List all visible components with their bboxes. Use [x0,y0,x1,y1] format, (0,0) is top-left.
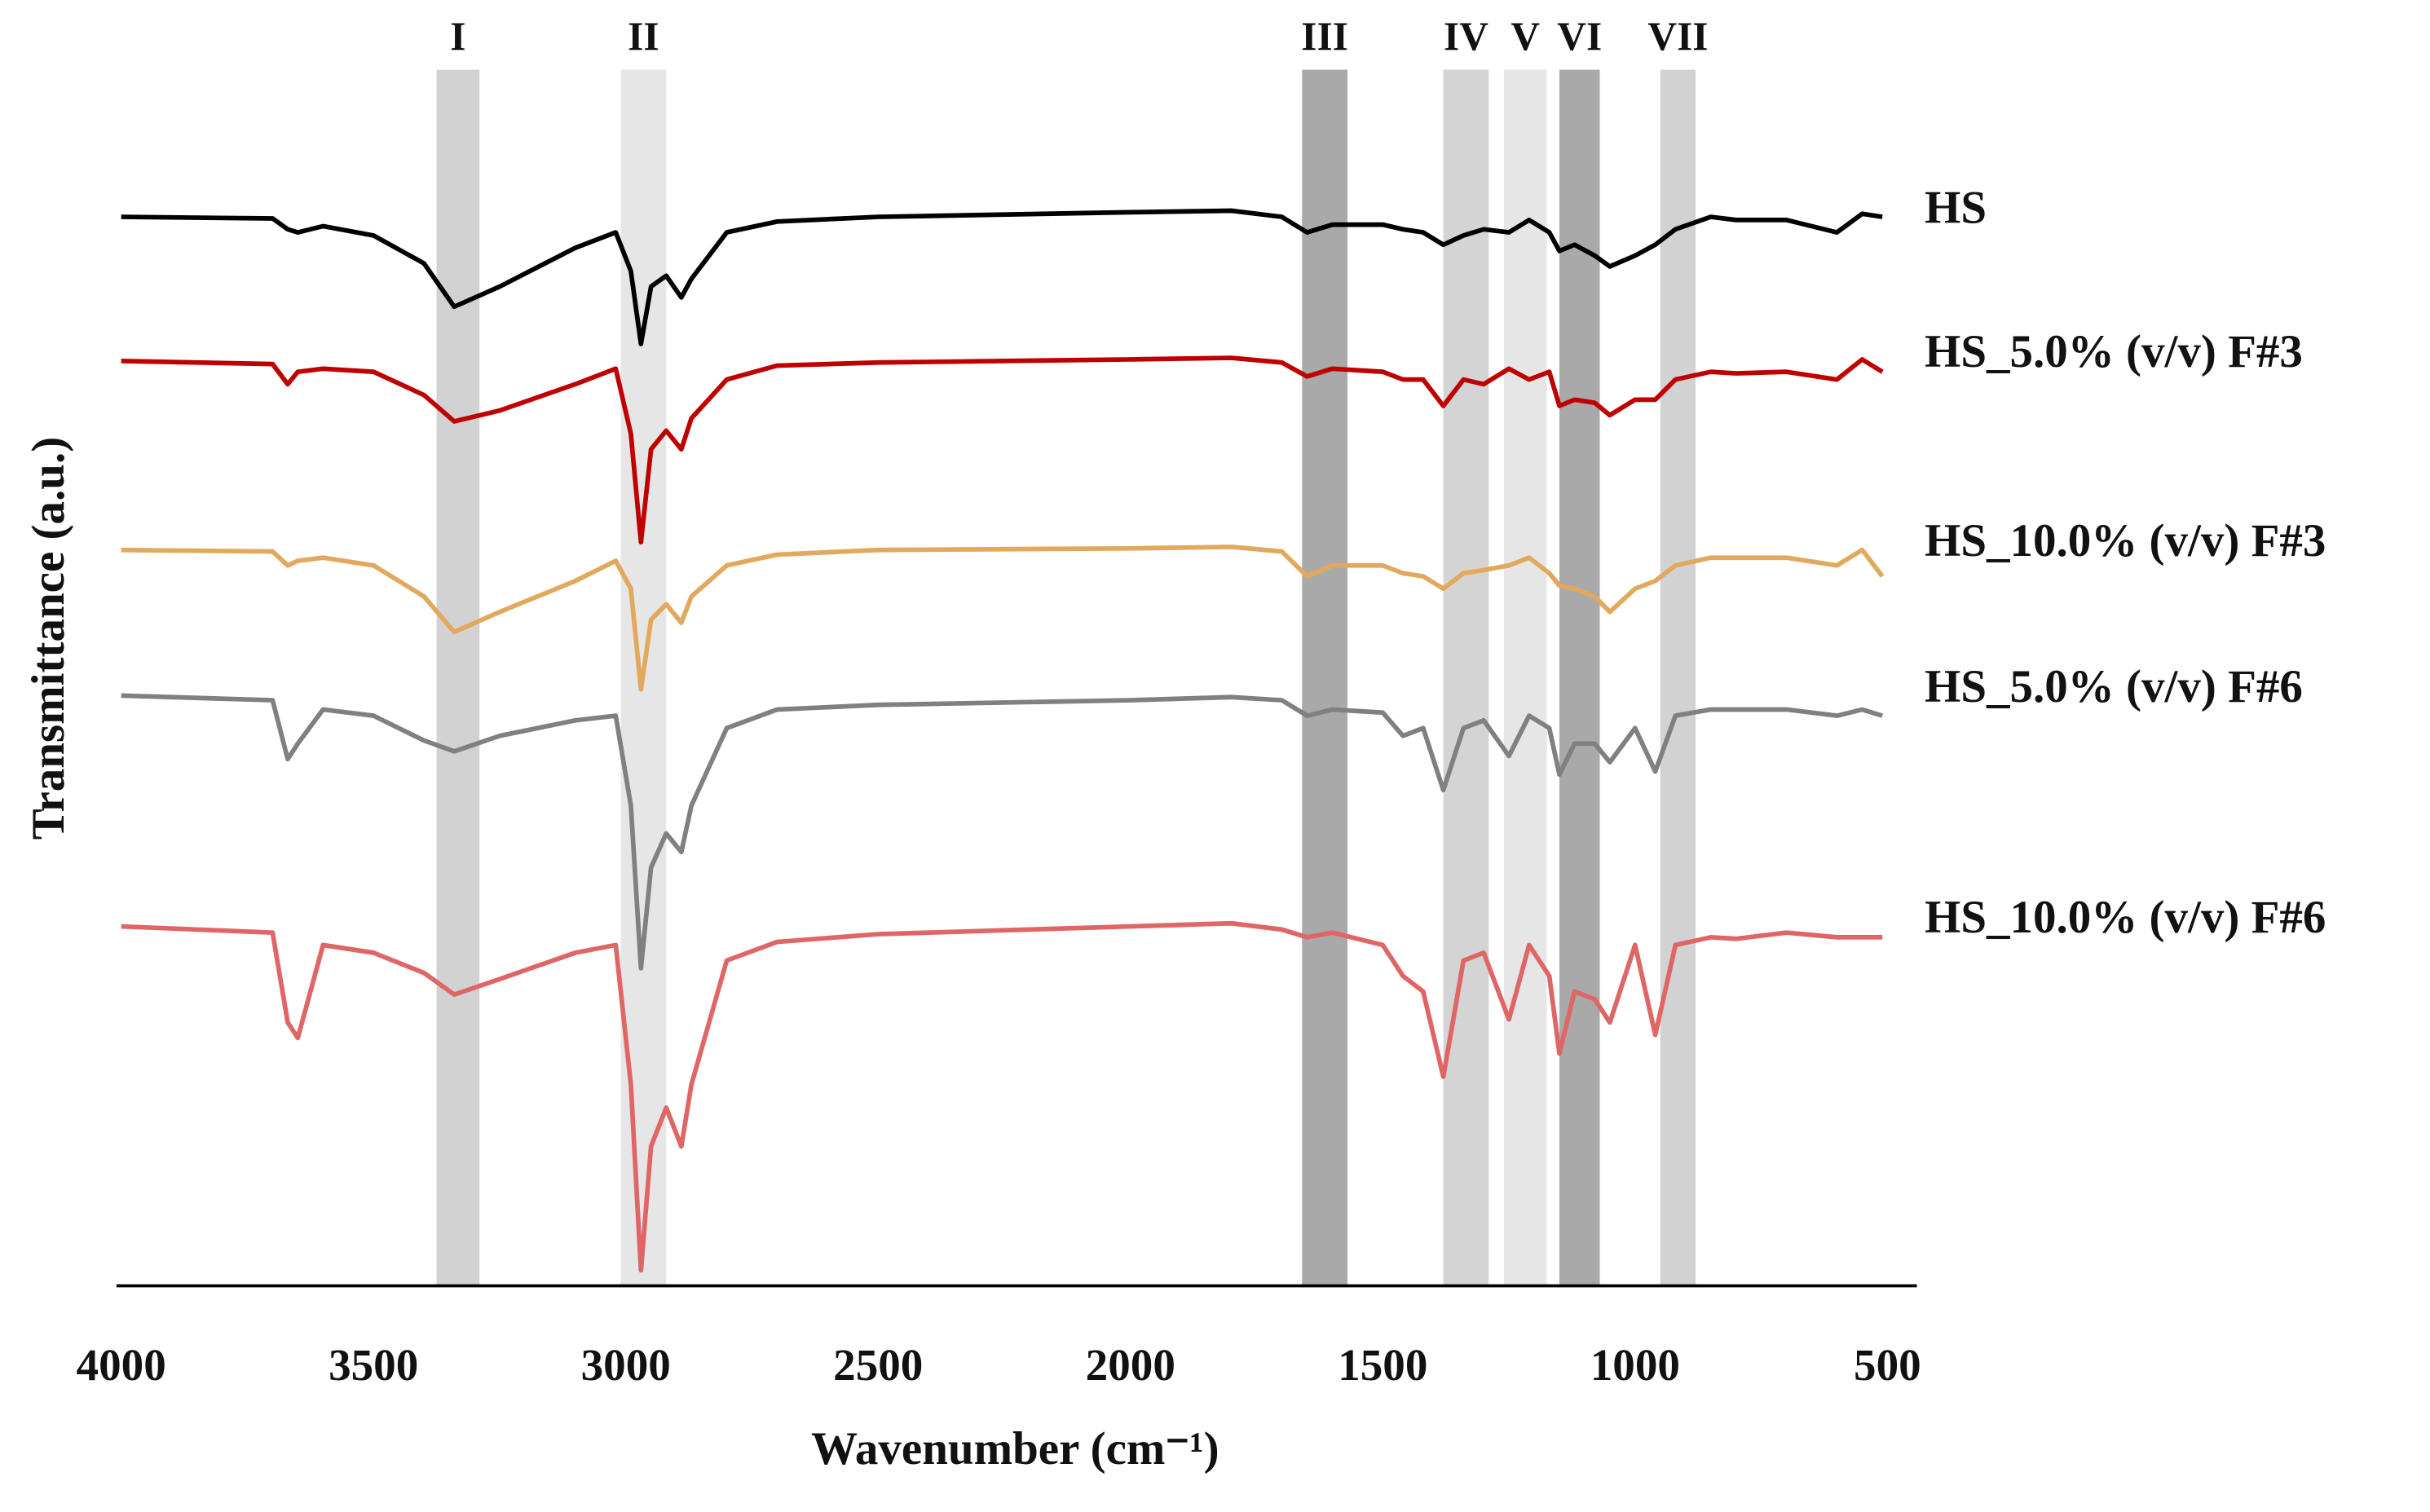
spectrum-line [121,208,1883,346]
legend-label: HS [1925,182,1987,233]
band-label: V [1510,14,1540,59]
band [1302,69,1347,1286]
band-label: II [628,14,659,59]
legend-label: HS_10.0% (v/v) F#3 [1925,515,2326,566]
x-tick-label: 1000 [1590,1340,1680,1390]
x-tick-label: 3000 [581,1340,671,1390]
x-tick-label: 4000 [77,1340,166,1390]
band-label: IV [1444,14,1488,59]
band [1443,69,1489,1286]
band-label: VII [1647,14,1708,59]
y-axis-title: Transmittance (a.u.) [23,437,74,840]
lines [121,208,1885,1273]
spectrum-line [121,544,1885,692]
band-label: VI [1557,14,1602,59]
band-label: I [450,14,465,59]
band [1503,69,1547,1286]
band [1660,69,1696,1286]
x-tick-label: 3500 [329,1340,418,1390]
x-tick-label: 2000 [1086,1340,1175,1390]
x-axis-title: Wavenumber (cm⁻¹) [811,1423,1219,1475]
band [436,69,480,1286]
legend-label: HS_5.0% (v/v) F#3 [1925,326,2303,377]
band [1559,69,1600,1286]
x-tick-label: 1500 [1338,1340,1427,1390]
band-label: III [1301,14,1348,59]
legend-label: HS_10.0% (v/v) F#6 [1925,892,2326,943]
spectrum-line [121,920,1883,1273]
legend-label: HS_5.0% (v/v) F#6 [1925,661,2303,712]
spectrum-line [121,355,1884,545]
bands [436,69,1696,1286]
x-tick-label: 2500 [833,1340,923,1390]
x-tick-label: 500 [1854,1340,1921,1390]
spectrum-line [121,693,1884,971]
